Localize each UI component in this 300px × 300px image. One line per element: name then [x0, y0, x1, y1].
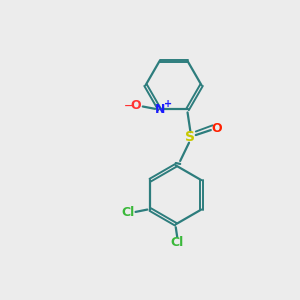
Text: O: O: [212, 122, 222, 135]
Text: S: S: [185, 130, 196, 144]
Text: O: O: [131, 99, 141, 112]
Text: Cl: Cl: [171, 236, 184, 249]
Text: Cl: Cl: [121, 206, 134, 219]
Text: −: −: [124, 101, 133, 111]
Text: +: +: [164, 99, 172, 109]
Text: N: N: [154, 103, 165, 116]
